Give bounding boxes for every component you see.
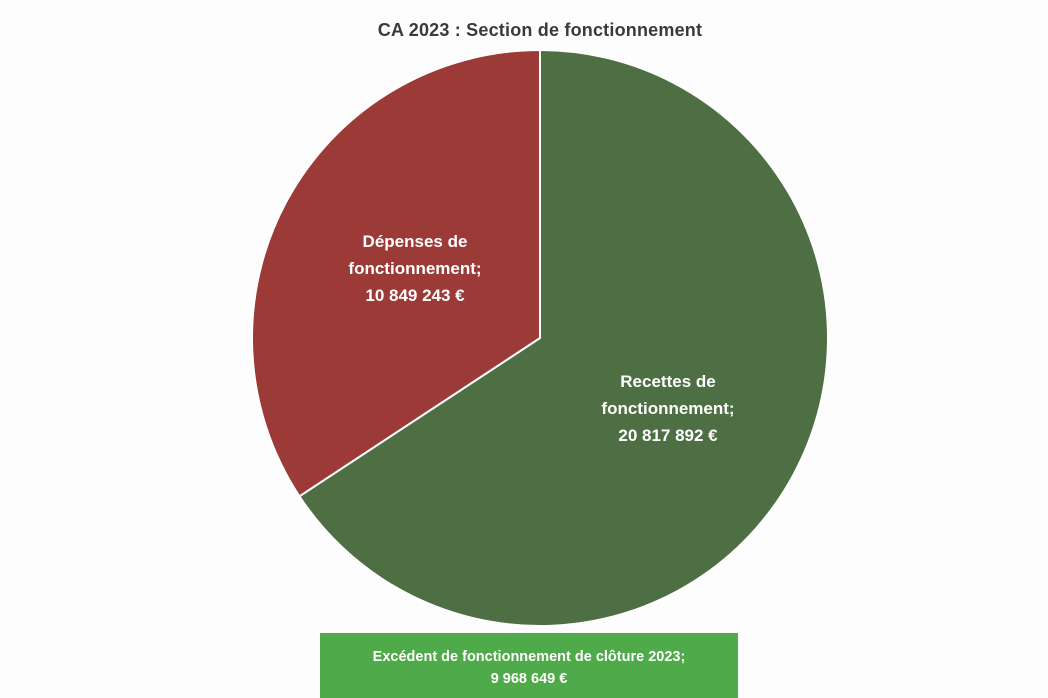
- excedent-label: Excédent de fonctionnement de clôture 20…: [372, 649, 686, 665]
- excedent-value: 9 968 649 €: [490, 671, 568, 687]
- slice-label-recettes: Recettes de fonctionnement; 20 817 892 €: [578, 368, 758, 449]
- slice-label-recettes-line2: fonctionnement;: [601, 399, 735, 418]
- slice-label-recettes-value: 20 817 892 €: [618, 426, 718, 445]
- slice-label-depenses: Dépenses de fonctionnement; 10 849 243 €: [330, 228, 500, 309]
- chart-title: CA 2023 : Section de fonctionnement: [377, 20, 703, 40]
- pie-slice-depenses: [251, 48, 541, 498]
- slice-label-depenses-value: 10 849 243 €: [365, 286, 465, 305]
- slice-label-depenses-line1: Dépenses de: [362, 232, 468, 251]
- slice-label-recettes-line1: Recettes de: [620, 372, 716, 391]
- excedent-box: Excédent de fonctionnement de clôture 20…: [320, 633, 738, 698]
- pie-slice-recettes: [298, 48, 829, 627]
- slice-label-depenses-line2: fonctionnement;: [348, 259, 482, 278]
